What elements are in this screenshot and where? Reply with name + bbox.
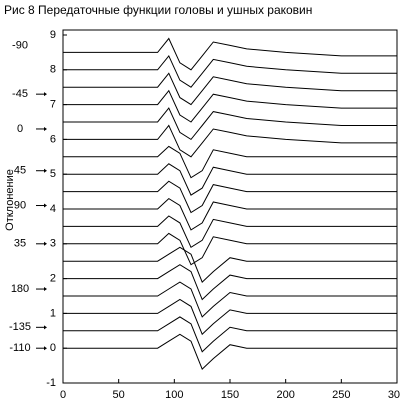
y-tick-label: 7	[50, 99, 56, 111]
annotation-label: 35	[14, 238, 26, 250]
y-tick-label: 6	[50, 133, 56, 145]
x-tick-label: 0	[60, 389, 66, 401]
arrow-head	[44, 168, 47, 173]
y-tick-label: 1	[50, 307, 56, 319]
y-tick-label: -1	[46, 377, 56, 389]
x-tick-label: 150	[221, 389, 239, 401]
trace	[63, 37, 397, 71]
plot-frame	[62, 29, 398, 384]
trace	[63, 163, 397, 196]
y-tick-label: 4	[50, 203, 56, 215]
x-tick-label: 200	[276, 389, 294, 401]
trace	[63, 107, 397, 141]
trace	[63, 72, 397, 106]
trace	[63, 124, 397, 158]
trace	[63, 298, 397, 336]
y-tick-label: 5	[50, 168, 56, 180]
annotation-label: -135	[9, 321, 31, 333]
trace	[63, 281, 397, 318]
chart-title: Рис 8 Передаточные функции головы и ушны…	[4, 3, 312, 17]
arrow-head	[44, 287, 47, 292]
x-tick-label: 250	[332, 389, 350, 401]
annotation-label: -110	[9, 342, 30, 354]
y-tick-label: 3	[50, 238, 56, 250]
x-tick-label: 100	[165, 389, 183, 401]
trace	[63, 89, 397, 123]
y-axis-label: Отклонение	[4, 169, 16, 231]
annotation-label: 90	[14, 199, 26, 211]
trace	[63, 54, 397, 88]
x-tick-label: 50	[113, 389, 125, 401]
annotation-label: 0	[17, 123, 23, 135]
trace	[63, 180, 397, 214]
trace	[63, 215, 397, 249]
arrow-head	[44, 346, 47, 351]
annotation-label: -45	[12, 88, 28, 100]
arrow-head	[44, 92, 47, 97]
y-tick-label: 0	[50, 342, 56, 354]
arrow-head	[44, 203, 47, 208]
annotation-label: 45	[14, 165, 26, 177]
trace	[63, 264, 397, 301]
annotation-label: -90	[12, 39, 28, 51]
trace	[63, 246, 397, 283]
trace	[63, 333, 397, 370]
y-tick-label: 8	[50, 64, 56, 76]
annotation-label: 180	[11, 283, 29, 295]
y-tick-label: 9	[50, 29, 56, 41]
y-tick-label: 2	[50, 273, 56, 285]
arrow-head	[44, 325, 47, 330]
x-tick-label: 300	[388, 389, 400, 401]
trace	[63, 145, 397, 179]
trace	[63, 232, 397, 266]
trace	[63, 316, 397, 353]
arrow-head	[44, 241, 47, 246]
trace	[63, 197, 397, 231]
arrow-head	[44, 126, 47, 131]
